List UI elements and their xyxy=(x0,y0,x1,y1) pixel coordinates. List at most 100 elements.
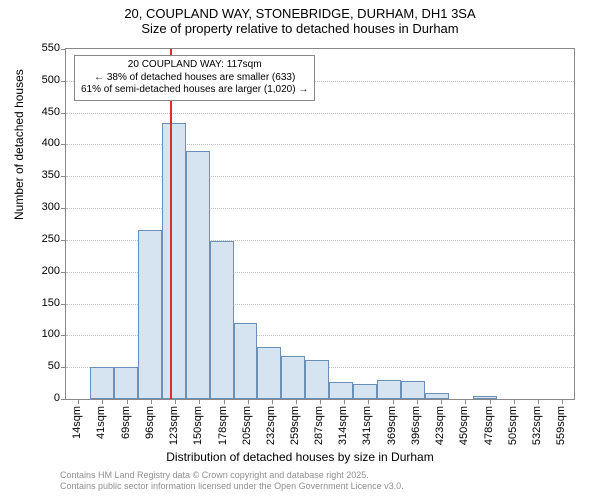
annotation-line2: ← 38% of detached houses are smaller (63… xyxy=(81,72,308,85)
xtick-label: 423sqm xyxy=(434,406,446,445)
histogram-bar xyxy=(473,396,497,399)
ytick-mark xyxy=(61,399,66,400)
histogram-bar xyxy=(425,393,449,399)
credit-line1: Contains HM Land Registry data © Crown c… xyxy=(60,470,404,481)
chart-container: 20, COUPLAND WAY, STONEBRIDGE, DURHAM, D… xyxy=(0,0,600,500)
histogram-bar xyxy=(377,380,401,399)
gridline xyxy=(66,113,574,114)
chart-title-line2: Size of property relative to detached ho… xyxy=(0,21,600,36)
credit-line2: Contains public sector information licen… xyxy=(60,481,404,492)
xtick-mark xyxy=(102,399,103,404)
xtick-mark xyxy=(417,399,418,404)
xtick-label: 369sqm xyxy=(386,406,398,445)
ytick-mark xyxy=(61,240,66,241)
ytick-mark xyxy=(61,335,66,336)
marker-line xyxy=(170,49,172,399)
xtick-label: 341sqm xyxy=(361,406,373,445)
xtick-mark xyxy=(514,399,515,404)
title-block: 20, COUPLAND WAY, STONEBRIDGE, DURHAM, D… xyxy=(0,0,600,36)
ytick-label: 450 xyxy=(20,106,60,118)
xtick-mark xyxy=(151,399,152,404)
xtick-label: 532sqm xyxy=(531,406,543,445)
xtick-mark xyxy=(248,399,249,404)
histogram-bar xyxy=(186,151,210,399)
xtick-mark xyxy=(78,399,79,404)
xtick-label: 41sqm xyxy=(95,406,107,439)
xtick-label: 14sqm xyxy=(71,406,83,439)
ytick-label: 150 xyxy=(20,297,60,309)
histogram-bar xyxy=(305,360,329,399)
histogram-bar xyxy=(138,230,162,399)
xtick-mark xyxy=(490,399,491,404)
xtick-mark xyxy=(344,399,345,404)
ytick-label: 550 xyxy=(20,42,60,54)
histogram-bar xyxy=(210,241,234,399)
xtick-label: 559sqm xyxy=(555,406,567,445)
histogram-bar xyxy=(90,367,114,399)
gridline xyxy=(66,176,574,177)
xtick-label: 450sqm xyxy=(458,406,470,445)
xtick-label: 505sqm xyxy=(507,406,519,445)
ytick-label: 250 xyxy=(20,233,60,245)
histogram-bar xyxy=(257,347,281,399)
credit-text: Contains HM Land Registry data © Crown c… xyxy=(60,470,404,492)
ytick-mark xyxy=(61,272,66,273)
ytick-mark xyxy=(61,176,66,177)
xtick-mark xyxy=(175,399,176,404)
xtick-mark xyxy=(562,399,563,404)
ytick-mark xyxy=(61,113,66,114)
ytick-label: 0 xyxy=(20,392,60,404)
x-axis-label: Distribution of detached houses by size … xyxy=(0,450,600,464)
xtick-label: 287sqm xyxy=(313,406,325,445)
histogram-bar xyxy=(114,367,138,399)
xtick-mark xyxy=(272,399,273,404)
ytick-mark xyxy=(61,144,66,145)
gridline xyxy=(66,144,574,145)
histogram-bar xyxy=(162,123,186,399)
annotation-line3: 61% of semi-detached houses are larger (… xyxy=(81,84,308,97)
histogram-bar xyxy=(401,381,425,399)
ytick-mark xyxy=(61,367,66,368)
xtick-mark xyxy=(296,399,297,404)
plot-area: 20 COUPLAND WAY: 117sqm ← 38% of detache… xyxy=(65,48,575,400)
xtick-label: 478sqm xyxy=(483,406,495,445)
ytick-label: 350 xyxy=(20,169,60,181)
xtick-label: 205sqm xyxy=(241,406,253,445)
xtick-mark xyxy=(127,399,128,404)
ytick-label: 50 xyxy=(20,360,60,372)
histogram-bar xyxy=(234,323,258,399)
ytick-label: 300 xyxy=(20,201,60,213)
histogram-bar xyxy=(281,356,305,399)
ytick-mark xyxy=(61,304,66,305)
histogram-bar xyxy=(353,384,377,399)
ytick-label: 100 xyxy=(20,328,60,340)
xtick-mark xyxy=(538,399,539,404)
xtick-mark xyxy=(368,399,369,404)
annotation-line1: 20 COUPLAND WAY: 117sqm xyxy=(81,59,308,72)
ytick-label: 400 xyxy=(20,137,60,149)
xtick-mark xyxy=(393,399,394,404)
chart-title-line1: 20, COUPLAND WAY, STONEBRIDGE, DURHAM, D… xyxy=(0,6,600,21)
xtick-label: 259sqm xyxy=(289,406,301,445)
xtick-mark xyxy=(199,399,200,404)
xtick-label: 69sqm xyxy=(120,406,132,439)
ytick-mark xyxy=(61,208,66,209)
annotation-box: 20 COUPLAND WAY: 117sqm ← 38% of detache… xyxy=(74,55,315,101)
xtick-label: 150sqm xyxy=(192,406,204,445)
xtick-label: 123sqm xyxy=(168,406,180,445)
ytick-label: 500 xyxy=(20,74,60,86)
ytick-mark xyxy=(61,49,66,50)
xtick-label: 396sqm xyxy=(410,406,422,445)
xtick-mark xyxy=(441,399,442,404)
xtick-mark xyxy=(224,399,225,404)
xtick-mark xyxy=(320,399,321,404)
xtick-label: 178sqm xyxy=(217,406,229,445)
gridline xyxy=(66,208,574,209)
ytick-label: 200 xyxy=(20,265,60,277)
ytick-mark xyxy=(61,81,66,82)
xtick-label: 232sqm xyxy=(265,406,277,445)
xtick-mark xyxy=(465,399,466,404)
xtick-label: 96sqm xyxy=(144,406,156,439)
histogram-bar xyxy=(329,382,353,399)
xtick-label: 314sqm xyxy=(337,406,349,445)
